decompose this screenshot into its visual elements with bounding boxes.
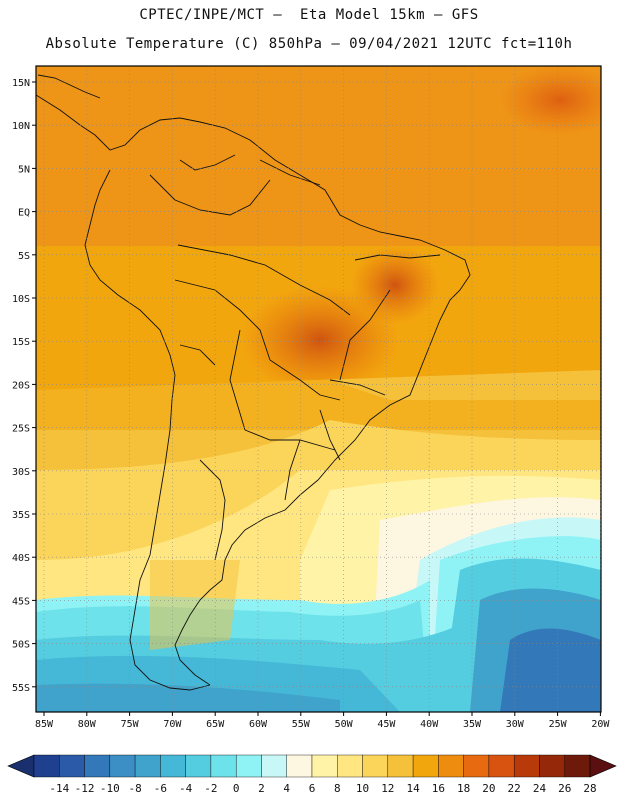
colorbar: -14 -12 -10 -8 -6 -4 -2 0 2 4 6 8 10 12 14 16 18 20 22 24 26… xyxy=(7,754,617,795)
colorbar-label: 26 xyxy=(558,782,571,795)
colorbar-swatch xyxy=(109,754,136,778)
lat-label: 5N xyxy=(18,164,30,175)
colorbar-swatch xyxy=(235,754,262,778)
colorbar-label: -2 xyxy=(204,782,217,795)
colorbar-swatch xyxy=(488,754,515,778)
colorbar-arrow-low xyxy=(7,754,35,778)
title-line-1: CPTEC/INPE/MCT – Eta Model 15km – GFS xyxy=(139,7,479,23)
colorbar-label: -6 xyxy=(154,782,167,795)
colorbar-label: 20 xyxy=(482,782,495,795)
colorbar-label: -14 xyxy=(49,782,69,795)
colorbar-swatch xyxy=(513,754,540,778)
colorbar-label: 10 xyxy=(356,782,369,795)
coastlines-borders xyxy=(36,74,471,691)
lon-label: 75W xyxy=(121,719,140,730)
latitude-labels: 15N 10N 5N EQ 5S 10S 15S 20S 25S 30S 35S 40S 45S 50S 5… xyxy=(12,78,36,694)
colorbar-label: -4 xyxy=(179,782,193,795)
lat-label: 40S xyxy=(12,553,30,564)
lat-label: 35S xyxy=(12,510,30,521)
colorbar-swatch xyxy=(564,754,591,778)
colorbar-swatch xyxy=(84,754,111,778)
lat-label: 10S xyxy=(12,294,30,305)
lon-label: 50W xyxy=(335,719,354,730)
lat-label: 30S xyxy=(12,467,30,478)
lat-label: 5S xyxy=(18,251,30,262)
colorbar-label: 24 xyxy=(533,782,547,795)
colorbar-label: 14 xyxy=(406,782,420,795)
lon-label: 80W xyxy=(78,719,97,730)
colorbar-label: 22 xyxy=(508,782,521,795)
lat-label: 20S xyxy=(12,380,30,391)
lat-label: 15S xyxy=(12,337,30,348)
colorbar-label: -10 xyxy=(100,782,120,795)
lon-label: 60W xyxy=(249,719,268,730)
colorbar-swatch xyxy=(362,754,389,778)
colorbar-label: -8 xyxy=(128,782,141,795)
colorbar-label: 8 xyxy=(334,782,341,795)
colorbar-label: 18 xyxy=(457,782,470,795)
colorbar-swatch xyxy=(33,754,60,778)
colorbar-label: 16 xyxy=(432,782,445,795)
colorbar-swatch xyxy=(185,754,212,778)
colorbar-swatch xyxy=(59,754,85,778)
temperature-field xyxy=(36,66,601,712)
colorbar-swatch xyxy=(438,754,464,778)
colorbar-label: 28 xyxy=(583,782,596,795)
lat-label: 55S xyxy=(12,683,30,694)
colorbar-label: 0 xyxy=(233,782,240,795)
lon-label: 85W xyxy=(35,719,54,730)
lat-label: 50S xyxy=(12,640,30,651)
colorbar-swatch xyxy=(463,754,490,778)
colorbar-label: 12 xyxy=(381,782,394,795)
lon-label: 55W xyxy=(292,719,311,730)
lon-label: 35W xyxy=(463,719,482,730)
colorbar-label: 4 xyxy=(283,782,290,795)
colorbar-swatch xyxy=(387,754,414,778)
colorbar-swatch xyxy=(539,754,565,778)
colorbar-swatch xyxy=(337,754,363,778)
lon-label: 20W xyxy=(591,719,610,730)
longitude-labels: 85W 80W 75W 70W 65W 60W 55W 50W 45W 40W 35W 30W 25W 2… xyxy=(35,712,610,730)
colorbar-label: 2 xyxy=(258,782,265,795)
colorbar-swatch xyxy=(210,754,237,778)
colorbar-label: -12 xyxy=(75,782,95,795)
lon-label: 45W xyxy=(377,719,396,730)
colorbar-swatch xyxy=(412,754,439,778)
lat-label: 10N xyxy=(12,121,30,132)
lon-label: 25W xyxy=(549,719,568,730)
colorbar-label: 6 xyxy=(309,782,316,795)
lat-label: 25S xyxy=(12,424,30,435)
lon-label: 40W xyxy=(420,719,439,730)
lon-label: 70W xyxy=(163,719,182,730)
map-frame xyxy=(35,65,602,713)
lat-label: 45S xyxy=(12,596,30,607)
title-line-2: Absolute Temperature (C) 850hPa – 09/04/… xyxy=(45,36,573,52)
lat-label: EQ xyxy=(18,208,30,219)
colorbar-swatch xyxy=(261,754,287,778)
lon-label: 65W xyxy=(206,719,225,730)
colorbar-arrow-high xyxy=(589,754,617,778)
colorbar-swatch xyxy=(286,754,313,778)
lon-label: 30W xyxy=(506,719,525,730)
colorbar-swatch xyxy=(311,754,338,778)
colorbar-swatch xyxy=(134,754,161,778)
colorbar-swatch xyxy=(160,754,186,778)
lat-label: 15N xyxy=(12,78,30,89)
